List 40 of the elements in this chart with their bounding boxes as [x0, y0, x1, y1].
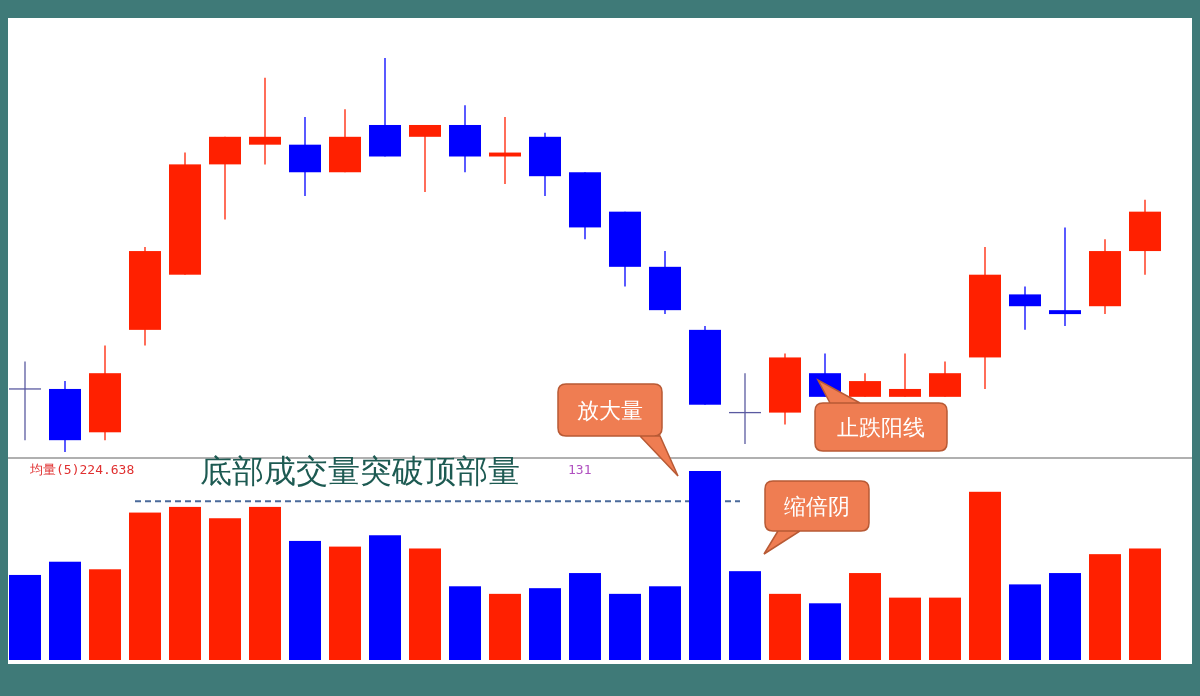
bar: [1129, 548, 1161, 660]
bar: [649, 586, 681, 660]
bar: [1049, 573, 1081, 660]
bar: [1089, 554, 1121, 660]
annotation: 放大量: [577, 398, 643, 423]
bar: [169, 506, 201, 660]
bar: [249, 506, 281, 660]
bar: [529, 588, 561, 660]
bar: [689, 471, 721, 660]
annotation: 均量(5)224.638: [29, 462, 135, 477]
bar: [409, 548, 441, 660]
bar: [209, 518, 241, 660]
bar: [449, 586, 481, 660]
bar: [369, 535, 401, 660]
bar: [129, 512, 161, 660]
bar: [889, 597, 921, 660]
ref-line-label: 底部成交量突破顶部量: [200, 452, 520, 490]
bar: [1009, 584, 1041, 660]
candlestick: [249, 77, 281, 166]
bar: [89, 569, 121, 660]
candlestick: [8, 360, 42, 441]
bar: [809, 603, 841, 660]
bar: [569, 573, 601, 660]
annotation: 131: [568, 462, 592, 477]
annotation: 缩倍阴: [784, 494, 850, 519]
bar: [609, 593, 641, 660]
candlestick: [489, 116, 521, 185]
bar: [729, 571, 761, 660]
candlestick: [728, 372, 762, 445]
bar: [969, 491, 1001, 660]
bar: [49, 561, 81, 660]
annotation: 止跌阳线: [837, 415, 925, 440]
bar: [769, 593, 801, 660]
bar: [489, 593, 521, 660]
bar: [849, 573, 881, 660]
bar: [929, 597, 961, 660]
candlestick: [1049, 226, 1081, 327]
bar: [9, 574, 41, 660]
bar: [329, 546, 361, 660]
bar: [289, 540, 321, 660]
